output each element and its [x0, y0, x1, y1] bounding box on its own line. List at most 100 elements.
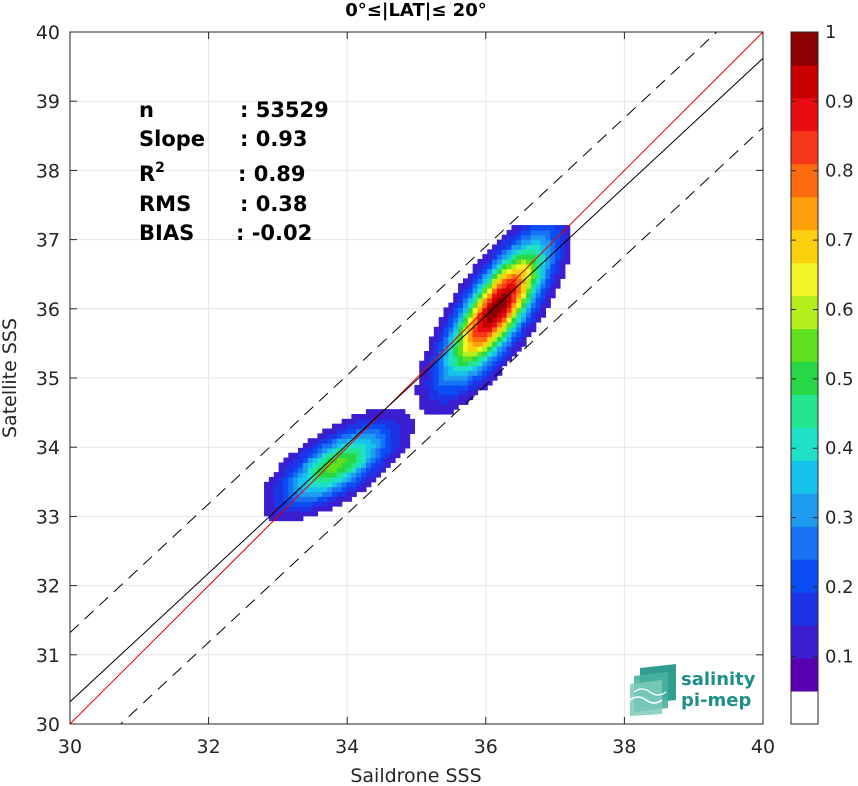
density-cell [312, 491, 319, 497]
density-cell [501, 326, 508, 333]
density-cell [365, 457, 372, 464]
density-cell [307, 452, 314, 459]
density-cell [390, 447, 396, 454]
colorbar-tick-label: 0.4 [825, 438, 854, 459]
density-cell [530, 254, 537, 260]
density-cell [370, 472, 377, 478]
density-cell [356, 467, 362, 473]
density-cell [438, 317, 445, 323]
density-cell [511, 336, 517, 342]
density-cell [487, 341, 493, 347]
density-cell [341, 418, 348, 425]
density-cell [433, 326, 440, 333]
density-cell [288, 510, 294, 517]
stat-label: RMS [139, 192, 191, 216]
density-cell [322, 457, 328, 464]
density-cell [317, 486, 323, 493]
density-cell [545, 273, 551, 279]
density-cell [467, 346, 474, 352]
density-cell [501, 341, 508, 347]
density-cell [341, 433, 348, 439]
density-cell [472, 312, 479, 318]
density-cell [511, 268, 517, 275]
density-cell [273, 496, 280, 502]
density-cell [477, 288, 483, 294]
density-cell [506, 326, 513, 333]
density-cell [511, 302, 517, 309]
density-cell [516, 268, 522, 275]
density-cell [327, 433, 333, 439]
density-cell [297, 486, 304, 493]
density-cell [496, 297, 503, 304]
density-cell [545, 263, 551, 270]
density-cell [501, 302, 508, 309]
density-cell [462, 302, 469, 309]
density-cell [506, 317, 513, 323]
density-cell [273, 476, 280, 483]
x-tick-label: 40 [751, 736, 775, 758]
density-cell [492, 355, 498, 362]
density-cell [361, 447, 367, 454]
density-cell [404, 443, 411, 449]
density-cell [428, 346, 435, 352]
density-cell [288, 457, 294, 464]
density-cell [511, 244, 517, 250]
density-cell [458, 346, 464, 352]
density-cell [530, 234, 537, 241]
density-cell [288, 515, 294, 522]
density-cell [477, 326, 483, 333]
density-cell [361, 443, 367, 449]
density-cell [501, 249, 508, 255]
density-cell [307, 447, 314, 454]
density-cell [424, 375, 430, 381]
density-cell [453, 307, 459, 313]
density-cell [492, 346, 498, 352]
density-cell [322, 438, 328, 444]
density-cell [409, 418, 416, 425]
density-cell [521, 336, 527, 342]
density-cell [477, 302, 483, 309]
density-cell [424, 355, 430, 362]
density-cell [331, 438, 338, 444]
density-cell [467, 283, 474, 289]
density-cell [428, 394, 435, 401]
colorbar-segment [791, 32, 818, 66]
density-cell [530, 225, 537, 231]
density-cell [395, 423, 401, 430]
density-cell [511, 229, 517, 236]
density-cell [477, 370, 483, 376]
density-cell [453, 355, 459, 362]
density-cell [307, 496, 314, 502]
x-tick-label: 30 [58, 736, 82, 758]
density-cell [487, 355, 493, 362]
density-cell [312, 447, 319, 454]
density-cell [458, 326, 464, 333]
density-cell [462, 399, 469, 405]
density-cell [336, 467, 343, 473]
density-cell [453, 302, 459, 309]
density-cell [419, 365, 425, 371]
density-cell [268, 501, 275, 507]
density-cell [530, 249, 537, 255]
density-cell [564, 249, 571, 255]
density-cell [555, 258, 561, 265]
density-cell [458, 307, 464, 313]
density-cell [501, 312, 508, 318]
density-cell [540, 297, 546, 304]
density-cell [336, 501, 343, 507]
density-cell [307, 438, 314, 444]
density-cell [302, 443, 309, 449]
density-cell [487, 268, 493, 275]
density-cell [346, 486, 352, 493]
density-cell [424, 394, 430, 401]
density-cell [530, 297, 537, 304]
density-cell [462, 370, 469, 376]
density-cell [535, 258, 542, 265]
density-cell [433, 370, 440, 376]
density-cell [356, 428, 362, 434]
density-cell [428, 370, 435, 376]
density-cell [492, 302, 498, 309]
density-cell [506, 351, 513, 357]
density-cell [525, 258, 532, 265]
